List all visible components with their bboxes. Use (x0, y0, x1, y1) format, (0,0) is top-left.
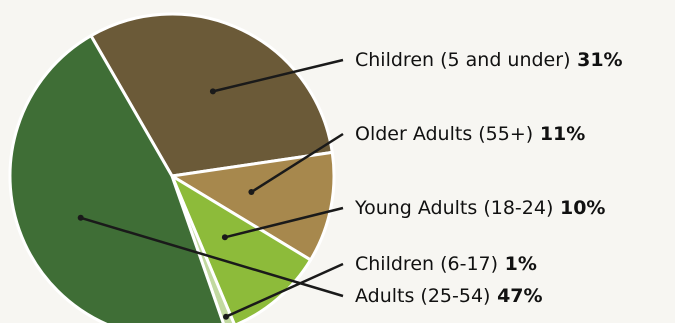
leader-dot (248, 189, 255, 195)
leader-line (80, 216, 344, 298)
leader-dot (77, 214, 84, 221)
slice-label-name: Adults (25-54) (355, 285, 490, 307)
slice-label: Adults (25-54) 47% (355, 285, 543, 307)
leader-dot (209, 88, 216, 95)
slice-label-name: Children (5 and under) (355, 49, 570, 71)
slice-label-percent: 31% (570, 49, 622, 71)
slice-label-percent: 11% (533, 123, 585, 145)
leader-dot (223, 313, 229, 320)
leader-line (224, 206, 344, 239)
leader-line (212, 58, 344, 93)
slice-label: Young Adults (18-24) 10% (354, 197, 605, 219)
slice-label: Children (6-17) 1% (355, 253, 537, 275)
slice-label-name: Children (6-17) (355, 253, 498, 275)
pie-slice (89, 12, 334, 178)
slice-label-name: Older Adults (55+) (355, 123, 533, 145)
slice-label-percent: 47% (490, 285, 542, 307)
pie-slices (8, 12, 336, 323)
pie-slice (170, 150, 336, 262)
leader-line (250, 132, 344, 194)
slice-label: Children (5 and under) 31% (355, 49, 623, 71)
slice-label-percent: 10% (553, 197, 605, 219)
pie-slice (8, 34, 225, 323)
pie-slice (170, 174, 236, 323)
pie-slice (170, 174, 313, 323)
leader-lines (77, 58, 344, 320)
slice-label: Older Adults (55+) 11% (355, 123, 585, 145)
slice-label-name: Young Adults (18-24) (354, 197, 553, 219)
slice-labels: Children (5 and under) 31% Older Adults (… (354, 49, 623, 307)
leader-line (225, 262, 344, 318)
slice-label-percent: 1% (498, 253, 537, 275)
leader-dot (221, 234, 228, 241)
